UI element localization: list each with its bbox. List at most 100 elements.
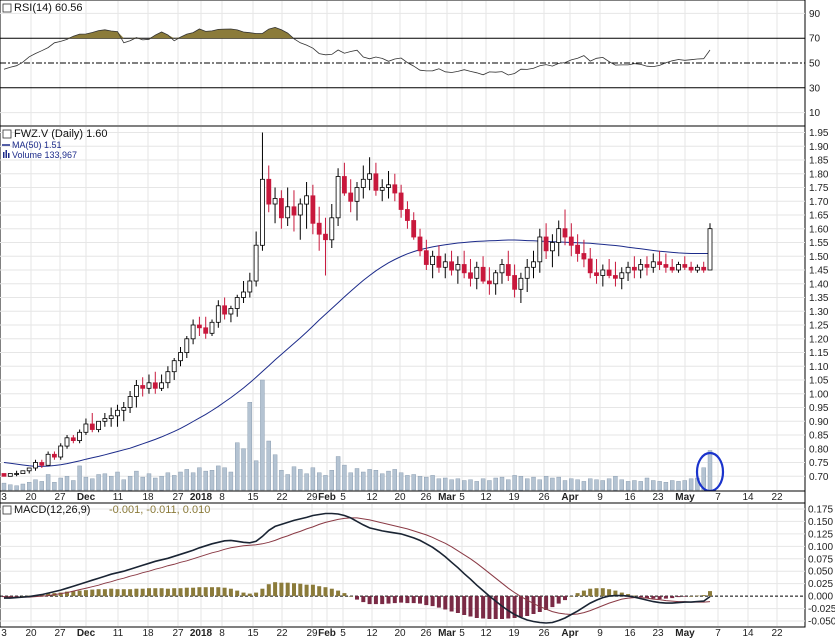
x-tick-label-bottom: 12 <box>366 628 378 638</box>
volume-bar <box>272 454 278 491</box>
volume-bar <box>20 483 26 491</box>
x-tick-label-bottom: 8 <box>219 628 225 638</box>
macd-hist-bar <box>569 596 574 597</box>
price-tick-label: 1.05 <box>809 376 829 387</box>
candle <box>379 179 385 202</box>
price-tick-label: 0.70 <box>809 472 829 483</box>
x-tick-label: 5 <box>459 492 465 503</box>
volume-bar <box>342 464 347 491</box>
candle <box>121 402 127 422</box>
macd-hist-bar <box>247 593 252 597</box>
candle <box>455 256 461 284</box>
rsi-legend-icon <box>2 3 12 13</box>
volume-bar <box>71 480 76 491</box>
x-tick-label-bottom: 22 <box>771 628 783 638</box>
macd-hist-bar <box>493 596 498 619</box>
macd-hist-bar <box>537 596 542 612</box>
volume-bar <box>367 469 372 491</box>
candle <box>594 259 599 284</box>
candle <box>14 470 20 477</box>
macd-hist-bar <box>563 596 567 601</box>
volume-bar <box>1 482 7 491</box>
volume-bar <box>380 473 385 491</box>
macd-legend-icon <box>2 505 12 515</box>
macd-hist-bar <box>355 596 359 600</box>
macd-hist-bar <box>689 596 694 597</box>
volume-bar <box>304 473 309 491</box>
candle <box>543 223 549 259</box>
candle <box>178 347 183 367</box>
x-tick-label: Apr <box>561 492 578 503</box>
volume-bar <box>575 479 580 491</box>
macd-hist-bar <box>254 592 259 597</box>
macd-hist-bar <box>695 595 700 597</box>
x-tick-label-bottom: 20 <box>394 628 406 638</box>
volume-bar <box>121 479 127 491</box>
macd-hist-bar <box>468 596 473 617</box>
candle <box>600 264 606 287</box>
x-tick-label: 18 <box>142 492 154 503</box>
macd-hist-bar <box>632 595 637 597</box>
macd-hist-bar <box>399 596 404 603</box>
x-tick-label-bottom: 11 <box>113 628 124 638</box>
candle <box>58 443 64 460</box>
macd-hist-bar <box>121 589 126 597</box>
x-tick-label-bottom: Dec <box>77 628 96 638</box>
macd-hist-bar <box>638 596 643 598</box>
x-tick-label-bottom: 20 <box>25 628 37 638</box>
volume-bar <box>543 476 549 491</box>
macd-hist-bar <box>550 596 555 608</box>
volume-bar <box>531 476 536 491</box>
volume-bar <box>638 481 643 491</box>
candle <box>411 212 417 240</box>
candle <box>512 264 517 298</box>
volume-bar <box>134 470 139 491</box>
volume-bar <box>83 476 89 491</box>
macd-hist-bar <box>430 596 435 607</box>
candle <box>568 223 574 257</box>
x-tick-label: 29 <box>306 492 318 503</box>
volume-bar <box>569 478 574 491</box>
candle <box>461 250 467 279</box>
candle <box>650 253 656 273</box>
macd-hist-bar <box>481 596 486 619</box>
volume-bar <box>676 481 681 491</box>
candle <box>348 179 354 213</box>
volume-bar <box>90 478 95 491</box>
candle <box>468 259 473 287</box>
macd-hist-bar <box>216 587 221 597</box>
price-tick-label: 1.70 <box>809 197 829 208</box>
macd-hist-bar <box>361 596 366 603</box>
macd-hist-bar <box>134 588 139 597</box>
macd-hist-bar <box>682 596 687 597</box>
volume-bar <box>165 472 171 491</box>
candle <box>52 451 57 460</box>
x-tick-label-bottom: 7 <box>715 628 721 638</box>
macd-hist-bar <box>411 596 416 604</box>
candle <box>449 250 455 276</box>
volume-bar <box>159 476 164 491</box>
x-axis: 3 20 27 Dec 11 18 27 2018 8 15 22 29 Feb 5 12 20 26 Mar 5 1… <box>0 490 806 504</box>
candle <box>562 209 568 246</box>
macd-hist-bar <box>298 583 303 597</box>
volume-bar <box>449 479 454 491</box>
x-tick-label-bottom: 26 <box>420 628 432 638</box>
macd-tick-label: 0.050 <box>808 567 833 578</box>
candle <box>423 239 429 270</box>
candle <box>234 294 240 317</box>
macd-hist-bar <box>197 587 202 597</box>
price-legend-icon <box>2 129 12 139</box>
macd-hist-bar <box>487 596 492 619</box>
macd-hist-bar <box>184 587 189 597</box>
macd-hist-bar <box>329 588 334 597</box>
candle <box>77 429 82 444</box>
x-tick-label-bottom: 12 <box>480 628 492 638</box>
candle <box>537 228 543 273</box>
volume-bar <box>310 467 316 491</box>
candle <box>430 250 436 279</box>
rsi-title: RSI(14) 60.56 <box>14 2 82 14</box>
candle <box>581 239 587 268</box>
x-tick-label-bottom: 15 <box>247 628 259 638</box>
candle <box>102 413 108 427</box>
